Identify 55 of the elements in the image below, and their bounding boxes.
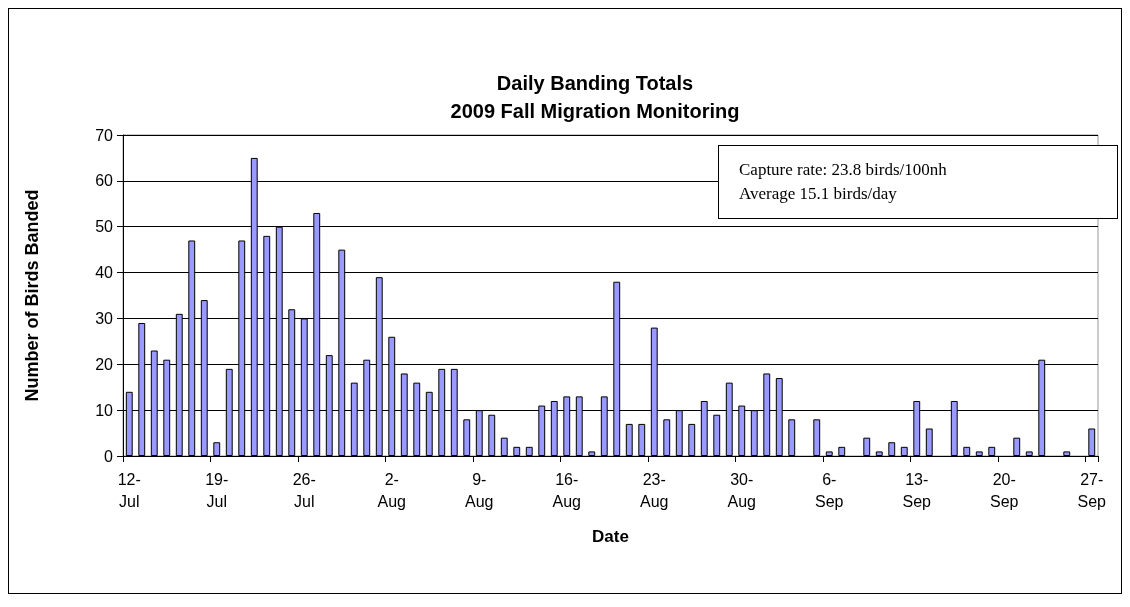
bar: [838, 446, 846, 456]
x-tick-label: 23-Aug: [640, 470, 669, 510]
bar: [663, 419, 671, 456]
x-tick-label: 12-Jul: [117, 470, 141, 510]
x-axis-title: Date: [592, 527, 629, 546]
annotation: Capture rate: 23.8 birds/100nh: [739, 159, 948, 181]
x-tick-label: 2-Aug: [377, 470, 406, 510]
bar: [900, 446, 908, 456]
bar: [988, 446, 996, 456]
note-box: Capture rate: 23.8 birds/100nh Average 15.1 birds/day: [718, 145, 1118, 219]
y-tick-label: 0: [104, 447, 114, 465]
x-tick-label: 26-Jul: [292, 470, 316, 510]
bar: [975, 451, 983, 456]
bar: [488, 414, 496, 456]
bar: [963, 446, 971, 456]
bar: [625, 423, 633, 456]
x-tick-label: 16-Aug: [552, 470, 581, 510]
bar: [588, 451, 596, 456]
bar: [513, 446, 521, 456]
x-tick-label: 27-Sep: [1077, 470, 1107, 510]
bar: [463, 419, 471, 456]
x-tick-label: 6-Sep: [815, 470, 844, 510]
y-tick-label: 10: [95, 401, 114, 419]
x-tick-label: 9-Aug: [465, 470, 494, 510]
bar: [638, 423, 646, 456]
bar: [688, 423, 696, 456]
bar: [713, 414, 721, 456]
chart-title: Daily Banding Totals: [496, 72, 694, 94]
bar: [813, 419, 821, 456]
bar: [875, 451, 883, 456]
bar: [1063, 451, 1071, 456]
bar: [525, 446, 533, 456]
bar: [500, 437, 508, 456]
y-tick-label: 50: [95, 218, 114, 236]
bar: [863, 437, 871, 456]
y-tick-label: 60: [95, 172, 114, 190]
bar: [825, 451, 833, 456]
bar: [925, 428, 933, 456]
bar: [1013, 437, 1021, 456]
annotation: Average 15.1 birds/day: [739, 183, 898, 205]
bar: [888, 442, 896, 456]
x-tick-label: 20-Sep: [990, 470, 1019, 510]
x-tick-label: 13-Sep: [902, 470, 932, 510]
chart-subtitle: 2009 Fall Migration Monitoring: [450, 100, 740, 122]
bar: [1025, 451, 1033, 456]
y-tick-label: 30: [95, 309, 114, 327]
y-axis-title: Number of Birds Banded: [22, 189, 42, 402]
x-tick-label: 30-Aug: [727, 470, 756, 510]
x-tick-label: 19-Jul: [205, 470, 229, 510]
y-tick-label: 40: [95, 264, 114, 282]
y-tick-label: 20: [95, 355, 114, 373]
bar: [1088, 428, 1096, 456]
bar: [213, 442, 221, 456]
bar: [788, 419, 796, 456]
y-tick-label: 70: [95, 126, 114, 144]
